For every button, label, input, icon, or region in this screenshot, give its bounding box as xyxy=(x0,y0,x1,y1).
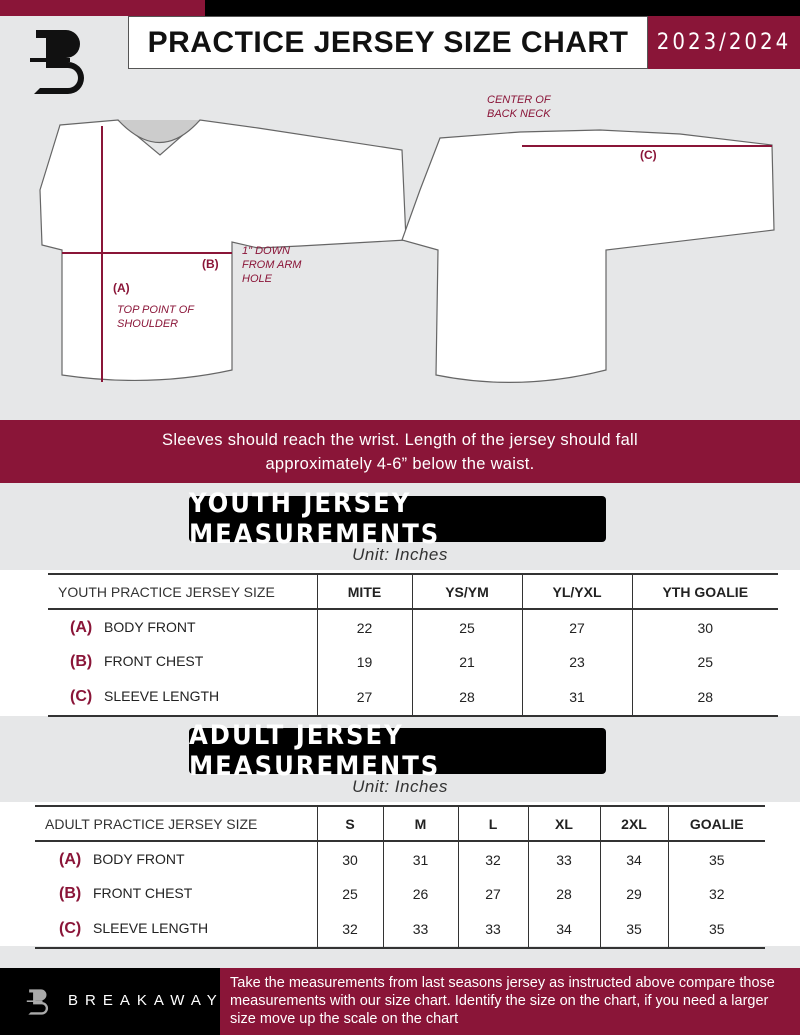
cell: 23 xyxy=(521,645,632,678)
footer-instructions: Take the measurements from last seasons … xyxy=(220,968,800,1035)
back-jersey xyxy=(401,129,775,384)
cell: 30 xyxy=(316,841,383,877)
column-header: YL/YXL xyxy=(521,573,632,610)
top-point-note: TOP POINT OF SHOULDER xyxy=(117,304,194,330)
cell: 32 xyxy=(457,841,528,877)
cell: 30 xyxy=(631,609,778,645)
table-row: (B) FRONT CHEST 19 21 23 25 xyxy=(48,645,778,678)
cell: 27 xyxy=(457,877,528,910)
label-b: (B) xyxy=(202,257,219,271)
adult-size-table: ADULT PRACTICE JERSEY SIZE S M L XL 2XL … xyxy=(35,805,765,949)
column-header: YS/YM xyxy=(411,573,522,610)
page-title: PRACTICE JERSEY SIZE CHART xyxy=(128,16,648,69)
cell: 27 xyxy=(521,609,632,645)
banner-line-1: Sleeves should reach the wrist. Length o… xyxy=(162,431,638,449)
instruction-banner: Sleeves should reach the wrist. Length o… xyxy=(0,420,800,483)
row-label: (A) BODY FRONT xyxy=(59,850,185,868)
row-label: (A) BODY FRONT xyxy=(70,618,196,636)
row-label: (B) FRONT CHEST xyxy=(70,652,204,670)
cell: 34 xyxy=(599,841,668,877)
cell: 32 xyxy=(316,910,383,949)
youth-section-title: YOUTH JERSEY MEASUREMENTS xyxy=(189,488,606,550)
column-header: M xyxy=(382,805,458,842)
cell: 25 xyxy=(411,609,522,645)
youth-size-table: YOUTH PRACTICE JERSEY SIZE MITE YS/YM YL… xyxy=(48,573,778,717)
cell: 35 xyxy=(599,910,668,949)
cell: 21 xyxy=(411,645,522,678)
table-header-row: ADULT PRACTICE JERSEY SIZE S M L XL 2XL … xyxy=(35,805,765,842)
cell: 28 xyxy=(527,877,600,910)
column-header: 2XL xyxy=(599,805,668,842)
adult-unit: Unit: Inches xyxy=(352,777,448,796)
cell: 35 xyxy=(667,841,765,877)
column-header: XL xyxy=(527,805,600,842)
back-neck-note: CENTER OF BACK NECK xyxy=(487,94,551,120)
column-header: L xyxy=(457,805,528,842)
row-label: (C) SLEEVE LENGTH xyxy=(48,678,317,717)
arm-hole-note: 1" DOWN FROM ARM HOLE xyxy=(242,245,302,285)
row-label: (C) SLEEVE LENGTH xyxy=(35,910,317,949)
row-label: (B) FRONT CHEST xyxy=(59,884,193,902)
table-row: (A) BODY FRONT 30 31 32 33 34 35 xyxy=(35,841,765,877)
season-label: 2023/2024 xyxy=(648,16,800,69)
cell: 28 xyxy=(411,678,522,717)
label-c: (C) xyxy=(640,148,657,162)
cell: 31 xyxy=(382,841,458,877)
cell: 28 xyxy=(631,678,778,717)
table-header-row: YOUTH PRACTICE JERSEY SIZE MITE YS/YM YL… xyxy=(48,573,778,610)
table-row: (A) BODY FRONT 22 25 27 30 xyxy=(48,609,778,645)
top-accent-bar xyxy=(0,0,205,16)
cell: 29 xyxy=(599,877,668,910)
front-jersey xyxy=(39,119,407,382)
cell: 19 xyxy=(316,645,412,678)
adult-section-title: ADULT JERSEY MEASUREMENTS xyxy=(189,720,606,782)
column-header: YOUTH PRACTICE JERSEY SIZE xyxy=(48,573,317,610)
column-header: GOALIE xyxy=(667,805,765,842)
breakaway-logo xyxy=(28,28,94,96)
column-header: ADULT PRACTICE JERSEY SIZE xyxy=(35,805,317,842)
measurement-lines xyxy=(62,126,772,382)
cell: 33 xyxy=(527,841,600,877)
youth-unit: Unit: Inches xyxy=(352,545,448,564)
breakaway-logo-small xyxy=(26,989,49,1015)
top-black-bar xyxy=(205,0,800,16)
jersey-diagram xyxy=(39,119,775,384)
column-header: S xyxy=(316,805,383,842)
cell: 33 xyxy=(457,910,528,949)
table-row: (C) SLEEVE LENGTH 27 28 31 28 xyxy=(48,678,778,717)
column-header: MITE xyxy=(316,573,412,610)
table-row: (C) SLEEVE LENGTH 32 33 33 34 35 35 xyxy=(35,910,765,949)
cell: 25 xyxy=(316,877,383,910)
banner-line-2: approximately 4-6” below the waist. xyxy=(265,455,535,473)
cell: 32 xyxy=(667,877,765,910)
cell: 31 xyxy=(521,678,632,717)
brand-name: BREAKAWAY xyxy=(68,992,224,1009)
cell: 35 xyxy=(667,910,765,949)
cell: 33 xyxy=(382,910,458,949)
table-row: (B) FRONT CHEST 25 26 27 28 29 32 xyxy=(35,877,765,910)
cell: 26 xyxy=(382,877,458,910)
column-header: YTH GOALIE xyxy=(631,573,778,610)
cell: 22 xyxy=(316,609,412,645)
cell: 25 xyxy=(631,645,778,678)
label-a: (A) xyxy=(113,281,130,295)
cell: 27 xyxy=(316,678,412,717)
footer-brand: BREAKAWAY xyxy=(0,968,220,1035)
cell: 34 xyxy=(527,910,600,949)
